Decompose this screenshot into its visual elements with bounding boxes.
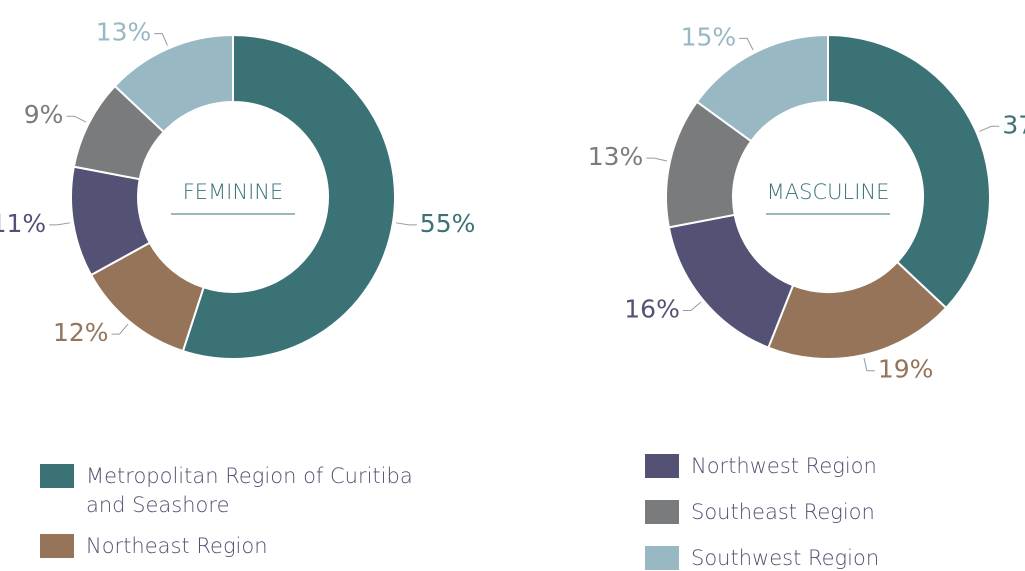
value-label: 12% xyxy=(53,318,109,347)
value-label: 9% xyxy=(24,100,64,129)
legend-item: Southeast Region xyxy=(645,498,875,527)
legend-item: Northwest Region xyxy=(645,452,877,481)
charts: 55% 12% 11% 9% 13% FEMININE 37% 19% 16% 13% 15% MAS… xyxy=(0,18,1025,384)
leader-line xyxy=(395,222,417,226)
legend-swatch xyxy=(645,500,679,524)
legend-label: Northwest Region xyxy=(691,454,877,478)
legend-label: Southwest Region xyxy=(691,546,880,570)
donut-slice xyxy=(827,33,991,310)
leader-line xyxy=(863,357,875,372)
value-label: 19% xyxy=(878,355,934,384)
donut-slice xyxy=(181,33,396,360)
legend-swatch xyxy=(40,464,74,488)
center-label: MASCULINE xyxy=(767,180,890,204)
leader-line xyxy=(682,301,702,311)
legend-label: Southeast Region xyxy=(691,500,875,524)
legend-item: Southwest Region xyxy=(645,544,879,571)
donut-slice xyxy=(767,260,948,360)
value-label: 13% xyxy=(96,18,152,47)
leader-line xyxy=(66,115,87,123)
leader-line xyxy=(739,37,754,51)
leader-line xyxy=(154,33,168,46)
value-label: 11% xyxy=(0,209,46,238)
donut-slice xyxy=(113,33,234,134)
donut-slice xyxy=(667,213,795,349)
value-label: 55% xyxy=(420,209,476,238)
legend-swatch xyxy=(645,454,679,478)
donut-slice xyxy=(695,33,829,143)
value-label: 13% xyxy=(588,142,644,171)
legend-item: Metropolitan Region of Curitiba and Seas… xyxy=(40,462,420,520)
legend-label: Metropolitan Region of Curitiba and Seas… xyxy=(86,464,413,517)
legend-swatch xyxy=(645,546,679,570)
leader-line xyxy=(111,323,129,335)
legend-label: Northeast Region xyxy=(86,534,268,558)
leader-line xyxy=(979,125,1000,132)
leader-line xyxy=(646,157,668,162)
legend-item: Northeast Region xyxy=(40,532,268,561)
value-label: 15% xyxy=(681,22,737,51)
value-label: 37% xyxy=(1002,110,1025,139)
value-label: 16% xyxy=(624,294,680,323)
legend-swatch xyxy=(40,534,74,558)
center-label: FEMININE xyxy=(183,180,284,204)
leader-line xyxy=(49,222,71,226)
